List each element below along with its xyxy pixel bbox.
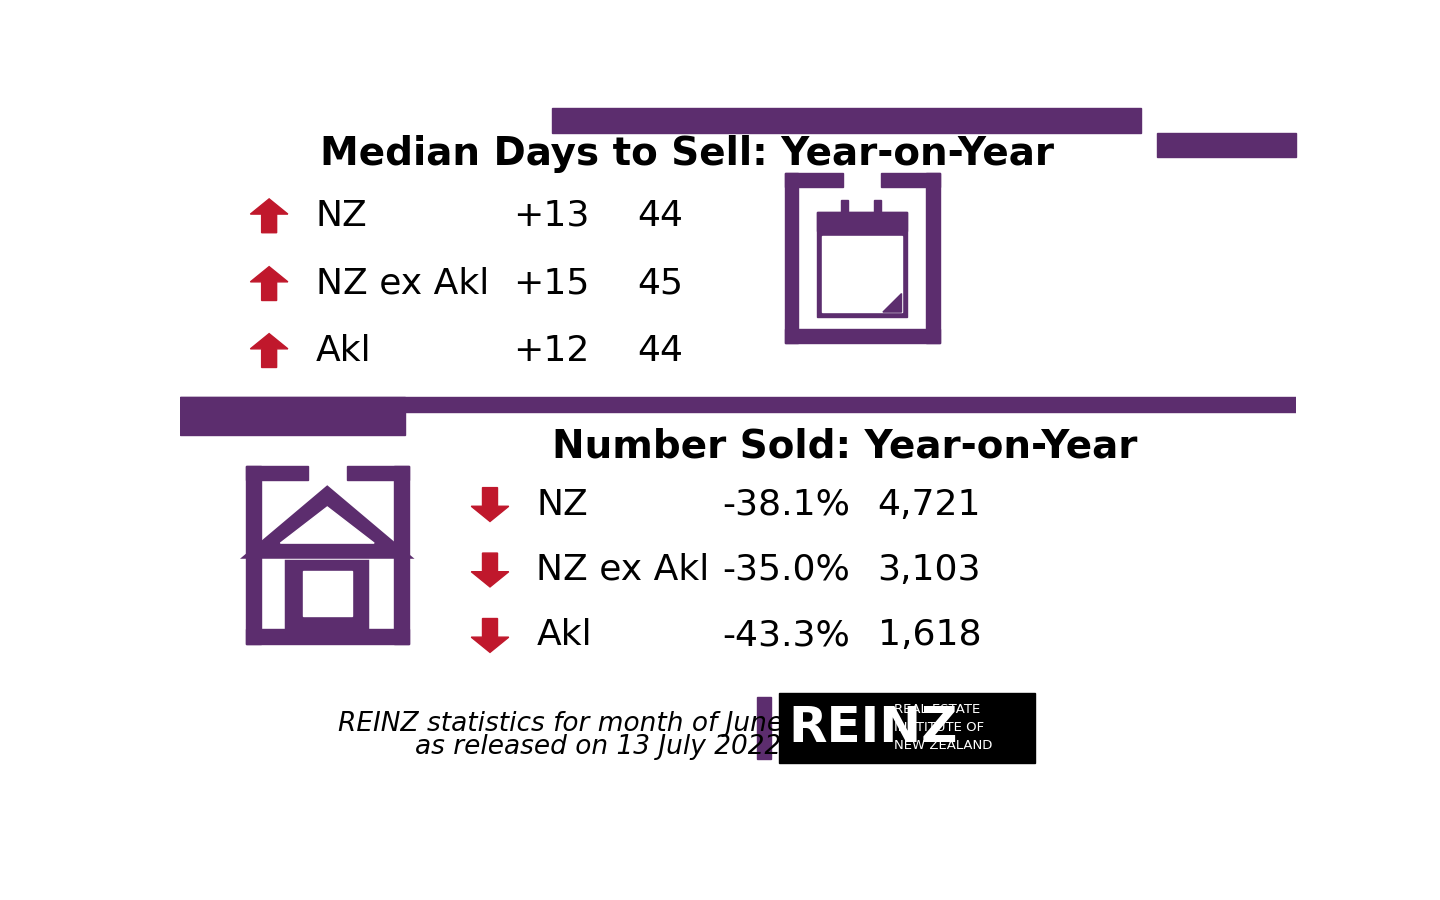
Bar [552,108,1140,132]
Bar [785,329,939,343]
Text: NZ: NZ [537,488,589,522]
Text: 44: 44 [638,334,683,367]
Text: as released on 13 July 2022: as released on 13 July 2022 [415,734,782,760]
Bar [302,571,351,617]
Text: REINZ statistics for month of June 2022: REINZ statistics for month of June 2022 [338,711,858,737]
Bar [180,397,405,436]
Text: REINZ: REINZ [788,704,958,752]
Text: Number Sold: Year-on-Year: Number Sold: Year-on-Year [552,428,1138,466]
Text: NZ ex Akl: NZ ex Akl [315,266,488,301]
Bar [881,174,939,187]
Bar [822,237,901,312]
Text: Akl: Akl [315,334,372,367]
Text: 4,721: 4,721 [877,488,981,522]
Bar [926,174,939,343]
Polygon shape [471,488,508,521]
Polygon shape [883,293,901,312]
Bar [757,697,772,759]
Text: -35.0%: -35.0% [723,553,851,587]
Text: +13: +13 [513,199,589,233]
Polygon shape [471,554,508,587]
Text: -38.1%: -38.1% [723,488,851,522]
Text: 1,618: 1,618 [877,618,981,652]
Text: 44: 44 [638,199,683,233]
Bar [180,397,1296,412]
Bar [246,465,261,644]
Polygon shape [251,334,288,367]
Bar [395,465,409,644]
Bar [816,212,907,231]
Text: +15: +15 [513,266,589,301]
Text: +12: +12 [513,334,589,367]
Bar [779,693,1035,762]
Bar [297,571,359,623]
Text: NZ ex Akl: NZ ex Akl [537,553,710,587]
Bar [246,465,308,481]
Polygon shape [471,618,508,652]
Bar [816,212,907,318]
Text: Akl: Akl [537,618,592,652]
Polygon shape [251,199,288,233]
Text: 3,103: 3,103 [877,553,981,587]
Text: -43.3%: -43.3% [723,618,851,652]
Polygon shape [251,266,288,301]
Bar [841,201,848,220]
Bar [785,174,798,343]
Bar [874,201,881,220]
Bar [347,465,409,481]
Bar [785,174,844,187]
Polygon shape [281,507,374,543]
Bar [246,629,409,643]
Bar [1156,132,1296,157]
Text: NZ: NZ [315,199,367,233]
Text: Median Days to Sell: Year-on-Year: Median Days to Sell: Year-on-Year [320,135,1054,173]
Text: REAL ESTATE
INSTITUTE OF
NEW ZEALAND: REAL ESTATE INSTITUTE OF NEW ZEALAND [894,704,992,752]
Text: 45: 45 [638,266,683,301]
